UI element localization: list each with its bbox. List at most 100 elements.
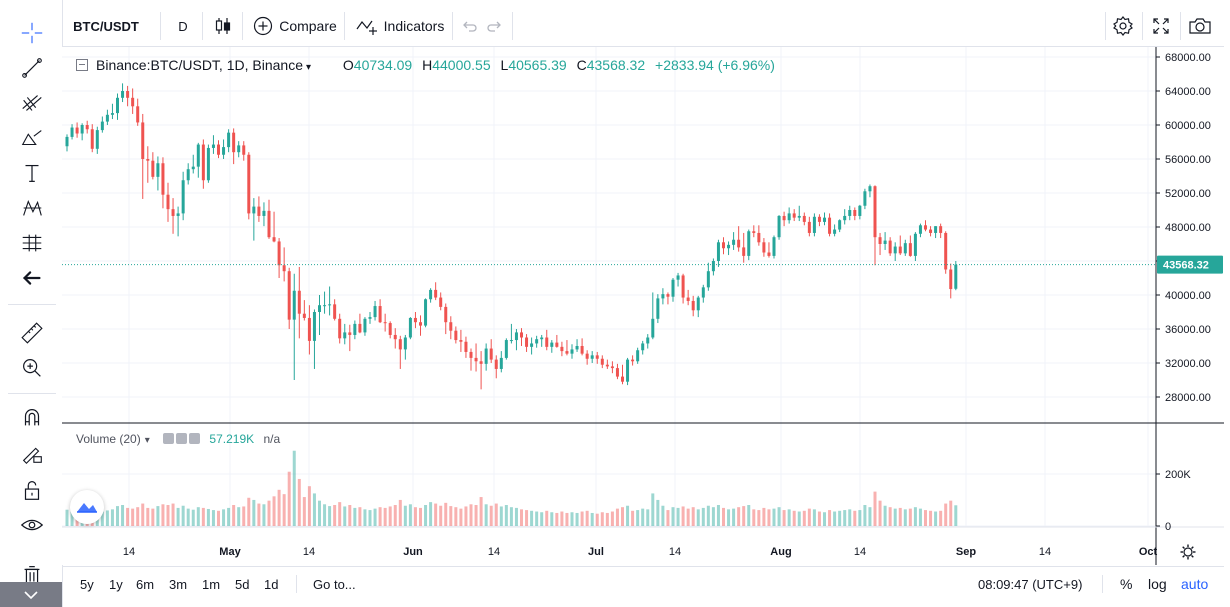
candle[interactable] bbox=[373, 300, 377, 321]
range-1y-button[interactable]: 1y bbox=[109, 567, 123, 601]
candle[interactable] bbox=[691, 295, 695, 317]
brush-icon[interactable] bbox=[14, 123, 50, 153]
close-icon[interactable] bbox=[189, 433, 201, 444]
indicators-button[interactable]: Indicators bbox=[350, 6, 450, 46]
candle[interactable] bbox=[95, 126, 99, 154]
back-arrow-icon[interactable] bbox=[14, 263, 50, 293]
candle[interactable] bbox=[848, 205, 852, 221]
candle[interactable] bbox=[161, 157, 165, 209]
candle[interactable] bbox=[292, 273, 296, 380]
candle[interactable] bbox=[191, 154, 195, 174]
candle[interactable] bbox=[171, 198, 175, 234]
candle[interactable] bbox=[429, 288, 433, 303]
candle[interactable] bbox=[110, 103, 114, 120]
candle[interactable] bbox=[368, 312, 372, 324]
candle[interactable] bbox=[772, 235, 776, 259]
candle[interactable] bbox=[141, 113, 145, 199]
candle[interactable] bbox=[247, 152, 251, 220]
candle[interactable] bbox=[227, 129, 231, 153]
candle[interactable] bbox=[287, 267, 291, 329]
trash-icon[interactable] bbox=[14, 560, 50, 590]
candle[interactable] bbox=[454, 326, 458, 344]
candle[interactable] bbox=[272, 211, 276, 243]
candle[interactable] bbox=[257, 196, 261, 222]
range-5y-button[interactable]: 5y bbox=[80, 567, 94, 601]
candle[interactable] bbox=[908, 235, 912, 257]
compare-button[interactable]: Compare bbox=[248, 6, 342, 46]
candle[interactable] bbox=[267, 199, 271, 239]
candle[interactable] bbox=[232, 128, 236, 165]
candle[interactable] bbox=[131, 88, 135, 114]
range-1m-button[interactable]: 1m bbox=[202, 567, 220, 601]
candle[interactable] bbox=[636, 347, 640, 364]
candle[interactable] bbox=[333, 299, 337, 321]
candle[interactable] bbox=[681, 273, 685, 304]
candle[interactable] bbox=[504, 338, 508, 360]
auto-scale-button[interactable]: auto bbox=[1181, 567, 1208, 601]
candle[interactable] bbox=[807, 216, 811, 237]
candle[interactable] bbox=[631, 355, 635, 366]
candle[interactable] bbox=[944, 231, 948, 274]
candle[interactable] bbox=[615, 363, 619, 380]
settings-button[interactable] bbox=[1107, 6, 1139, 46]
candle[interactable] bbox=[434, 282, 438, 301]
candle[interactable] bbox=[722, 237, 725, 255]
candle[interactable] bbox=[116, 93, 119, 120]
magnet-icon[interactable] bbox=[14, 403, 50, 433]
candle[interactable] bbox=[565, 340, 569, 356]
unlock-icon[interactable] bbox=[14, 475, 50, 505]
candle[interactable] bbox=[555, 334, 559, 348]
candle[interactable] bbox=[530, 337, 534, 355]
candle[interactable] bbox=[100, 116, 104, 133]
candle[interactable] bbox=[570, 344, 574, 359]
candle[interactable] bbox=[383, 313, 387, 332]
candle[interactable] bbox=[924, 220, 927, 232]
candle[interactable] bbox=[752, 225, 756, 238]
pattern-icon[interactable] bbox=[14, 193, 50, 223]
candle[interactable] bbox=[151, 152, 155, 180]
candle[interactable] bbox=[514, 329, 518, 351]
gear-icon[interactable] bbox=[176, 433, 188, 444]
candle[interactable] bbox=[307, 305, 311, 355]
candle[interactable] bbox=[641, 340, 645, 355]
log-scale-button[interactable]: log bbox=[1148, 567, 1167, 601]
candle[interactable] bbox=[762, 238, 766, 257]
candle[interactable] bbox=[499, 351, 503, 373]
candle[interactable] bbox=[777, 215, 781, 240]
candle[interactable] bbox=[90, 124, 94, 153]
candle[interactable] bbox=[444, 303, 448, 335]
candle[interactable] bbox=[797, 205, 801, 222]
candle[interactable] bbox=[903, 239, 907, 256]
interval-button[interactable]: D bbox=[168, 6, 198, 46]
candle[interactable] bbox=[398, 335, 402, 369]
candle[interactable] bbox=[136, 98, 140, 126]
candle[interactable] bbox=[858, 204, 862, 220]
candle[interactable] bbox=[939, 223, 943, 239]
candle[interactable] bbox=[666, 292, 670, 305]
chart-type-button[interactable] bbox=[208, 6, 238, 46]
candle[interactable] bbox=[863, 188, 867, 210]
candle[interactable] bbox=[464, 336, 468, 358]
candle[interactable] bbox=[186, 163, 190, 185]
volume-title[interactable]: Volume (20) bbox=[76, 432, 141, 446]
candle[interactable] bbox=[737, 226, 741, 252]
candle[interactable] bbox=[888, 237, 892, 256]
symbol-search-button[interactable]: BTC/USDT bbox=[66, 6, 146, 46]
goto-date-button[interactable]: Go to... bbox=[313, 567, 356, 601]
redo-button[interactable] bbox=[484, 6, 506, 46]
candle[interactable] bbox=[388, 321, 392, 339]
gear-icon[interactable] bbox=[1180, 544, 1196, 560]
candle[interactable] bbox=[211, 135, 215, 154]
candle[interactable] bbox=[312, 309, 316, 369]
candle[interactable] bbox=[651, 292, 655, 340]
candle[interactable] bbox=[206, 144, 210, 183]
candle[interactable] bbox=[378, 299, 382, 324]
candle[interactable] bbox=[156, 156, 160, 191]
candle[interactable] bbox=[201, 139, 205, 189]
candle[interactable] bbox=[747, 229, 751, 261]
candle[interactable] bbox=[252, 198, 256, 241]
candle[interactable] bbox=[843, 209, 847, 225]
candle[interactable] bbox=[323, 291, 327, 314]
timezone-button[interactable]: 08:09:47 (UTC+9) bbox=[978, 567, 1082, 601]
candle[interactable] bbox=[580, 338, 584, 356]
